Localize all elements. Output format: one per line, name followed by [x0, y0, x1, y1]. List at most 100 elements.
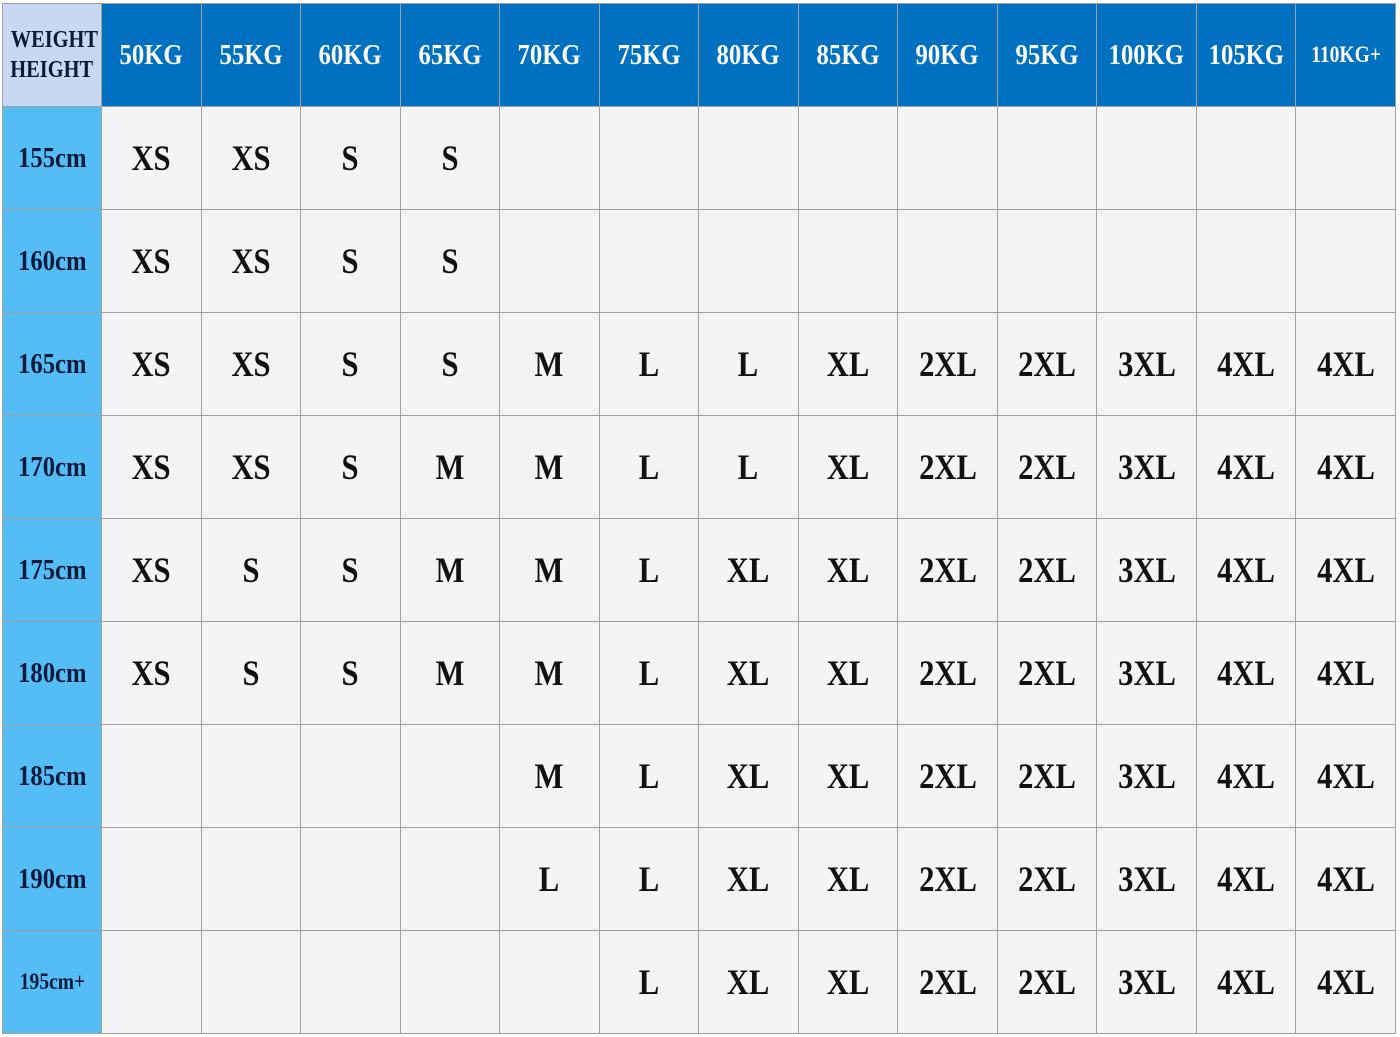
size-label: XL [727, 859, 770, 899]
size-label: 3XL [1117, 447, 1176, 487]
size-cell: 4XL [1195, 415, 1297, 519]
weight-label: 85KG [816, 38, 880, 71]
size-label: L [638, 756, 660, 796]
size-label: XL [826, 859, 870, 899]
size-cell: M [399, 518, 501, 622]
size-cell [499, 930, 600, 1034]
weight-header: 55KG [200, 3, 302, 107]
size-cell: XS [200, 209, 302, 313]
size-label: S [341, 447, 359, 487]
size-cell: 4XL [1295, 518, 1396, 622]
size-label: 2XL [1018, 962, 1076, 1002]
height-header: 170cm [2, 415, 102, 519]
size-cell: S [300, 518, 401, 622]
size-label: XS [131, 550, 171, 590]
weight-label: 65KG [418, 38, 482, 71]
size-cell: L [698, 415, 799, 519]
size-cell [1195, 106, 1297, 210]
height-header: 165cm [2, 312, 102, 416]
size-label: 4XL [1217, 859, 1276, 899]
size-cell: 4XL [1295, 827, 1396, 931]
size-cell: 4XL [1295, 415, 1396, 519]
size-cell: 3XL [1096, 827, 1197, 931]
size-label: 4XL [1316, 962, 1375, 1002]
size-row: 185cm M L XL XL 2XL 2XL 3XL 4XL 4XL [2, 724, 1396, 828]
size-label: M [435, 447, 465, 487]
size-cell: XL [698, 518, 799, 622]
size-label: 4XL [1316, 756, 1375, 796]
size-cell [797, 209, 899, 313]
size-cell: XL [797, 415, 899, 519]
size-label: S [441, 344, 459, 384]
size-cell: 3XL [1096, 724, 1197, 828]
size-label: S [242, 550, 260, 590]
size-cell: XS [101, 518, 202, 622]
size-label: 2XL [918, 962, 977, 1002]
size-cell [996, 106, 1098, 210]
size-cell [797, 106, 899, 210]
weight-header: 75KG [598, 3, 700, 107]
size-label: XL [727, 550, 770, 590]
size-cell [698, 106, 799, 210]
size-cell: 4XL [1295, 621, 1396, 725]
size-cell [399, 827, 501, 931]
weight-header: 105KG [1195, 3, 1297, 107]
size-label: M [435, 550, 465, 590]
size-label: 2XL [918, 756, 977, 796]
weight-label: 105KG [1208, 38, 1284, 71]
size-cell: XS [101, 106, 202, 210]
size-row: 170cm XS XS S M M L L XL 2XL 2XL 3XL 4XL 4XL [2, 415, 1396, 519]
size-cell: M [499, 724, 600, 828]
size-label: 4XL [1217, 447, 1276, 487]
weight-label: 110KG+ [1310, 42, 1381, 67]
size-label: S [341, 241, 359, 281]
size-cell [598, 209, 700, 313]
size-label: S [441, 241, 459, 281]
size-cell: 2XL [996, 827, 1098, 931]
size-cell: 4XL [1195, 724, 1297, 828]
size-label: XL [727, 756, 770, 796]
header-row: WEIGHT HEIGHT 50KG 55KG 60KG 65KG 70KG 75KG 80KG… [2, 3, 1396, 107]
size-label: L [638, 550, 660, 590]
size-chart: WEIGHT HEIGHT 50KG 55KG 60KG 65KG 70KG 75KG 80KG… [2, 3, 1396, 1034]
size-cell: 3XL [1096, 518, 1197, 622]
size-label: 4XL [1316, 653, 1375, 693]
size-label: L [539, 859, 560, 899]
size-label: 2XL [1018, 756, 1076, 796]
size-cell: L [698, 312, 799, 416]
size-label: 2XL [918, 447, 977, 487]
size-cell: 2XL [897, 724, 998, 828]
size-label: M [534, 344, 564, 384]
size-label: S [441, 138, 459, 178]
size-cell: XL [797, 930, 899, 1034]
weight-label: 75KG [617, 38, 681, 71]
height-header: 190cm [2, 827, 102, 931]
size-cell [1096, 209, 1197, 313]
size-cell: M [399, 621, 501, 725]
corner-label: HEIGHT [10, 57, 94, 83]
height-header: 160cm [2, 209, 102, 313]
size-cell [300, 930, 401, 1034]
size-label: 3XL [1117, 550, 1176, 590]
size-cell: L [598, 621, 700, 725]
size-cell: XL [797, 724, 899, 828]
size-cell: 3XL [1096, 621, 1197, 725]
size-cell: M [399, 415, 501, 519]
size-cell: 4XL [1195, 312, 1297, 416]
size-cell: L [598, 827, 700, 931]
size-cell: M [499, 312, 600, 416]
size-label: 3XL [1117, 344, 1176, 384]
size-cell [1195, 209, 1297, 313]
size-cell [1096, 106, 1197, 210]
size-cell: S [399, 209, 501, 313]
size-cell [499, 106, 600, 210]
height-header: 180cm [2, 621, 102, 725]
size-label: 2XL [1018, 653, 1076, 693]
size-cell: XL [797, 518, 899, 622]
size-cell: 2XL [897, 827, 998, 931]
size-cell [399, 930, 501, 1034]
size-cell [200, 827, 302, 931]
size-cell: S [300, 621, 401, 725]
weight-label: 50KG [119, 38, 183, 71]
weight-label: 55KG [219, 38, 283, 71]
